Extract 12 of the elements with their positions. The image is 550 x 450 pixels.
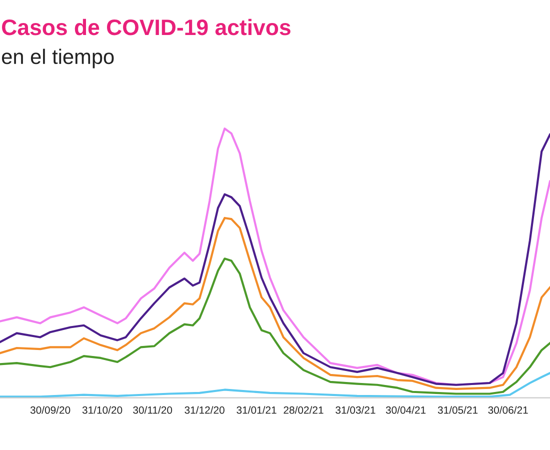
x-tick-label: 31/03/21 xyxy=(336,406,376,414)
x-tick-label: 31/10/20 xyxy=(82,406,122,414)
x-tick-label: 30/11/20 xyxy=(133,406,172,414)
x-tick-label: 30/06/21 xyxy=(488,406,528,414)
x-tick-label: 30/04/21 xyxy=(386,406,426,414)
chart-subtitle: en el tiempo xyxy=(2,48,114,68)
x-tick-label: 31/05/21 xyxy=(438,406,478,414)
chart-title: Casos de COVID-19 activos xyxy=(2,18,290,36)
x-tick-label: 30/09/20 xyxy=(30,406,70,414)
x-tick-label: 31/01/21 xyxy=(236,406,276,414)
x-tick-label: 31/12/20 xyxy=(184,406,224,414)
x-tick-label: 28/02/21 xyxy=(284,406,324,414)
